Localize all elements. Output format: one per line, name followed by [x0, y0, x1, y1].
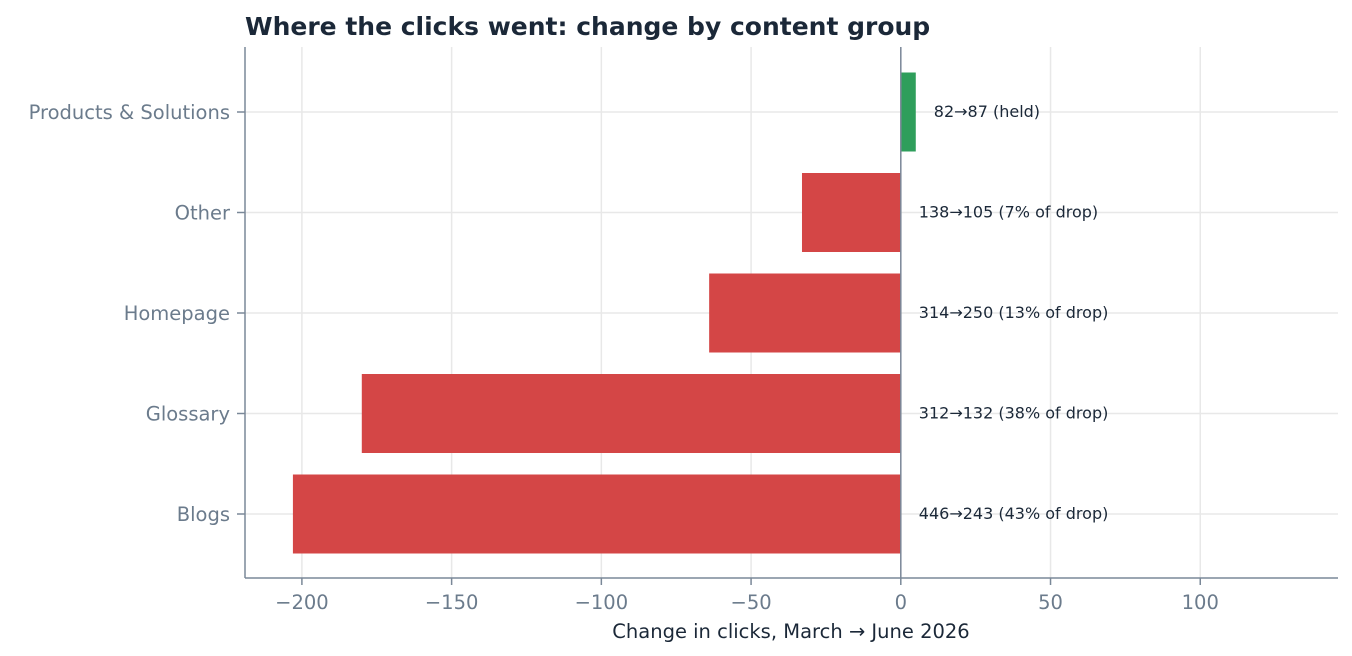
x-tick-label: −150	[425, 591, 479, 614]
bar-annotation: 446→243 (43% of drop)	[919, 504, 1109, 523]
bar	[292, 474, 901, 554]
bar	[709, 273, 901, 353]
labels: −200 −150 −100 −50 0 50 100 Products & Solution…	[29, 101, 1219, 614]
x-tick-label: −200	[275, 591, 329, 614]
bar-annotation: 82→87 (held)	[934, 102, 1040, 121]
bar	[361, 374, 901, 453]
x-tick-label: 50	[1038, 591, 1063, 614]
category-label: Blogs	[177, 503, 230, 526]
bar-annotation: 312→132 (38% of drop)	[919, 404, 1109, 423]
bars	[292, 72, 916, 554]
bar-annotation: 314→250 (13% of drop)	[919, 303, 1109, 322]
chart-title: Where the clicks went: change by content…	[245, 12, 930, 41]
x-tick-label: 100	[1182, 591, 1219, 614]
category-label: Glossary	[146, 403, 230, 426]
x-tick-label: −100	[575, 591, 629, 614]
category-label: Homepage	[124, 302, 230, 325]
bar	[801, 173, 901, 252]
x-tick-label: 0	[895, 591, 907, 614]
category-label: Other	[175, 202, 231, 225]
x-axis-label: Change in clicks, March → June 2026	[612, 620, 969, 643]
bar	[900, 72, 916, 152]
bar-annotation: 138→105 (7% of drop)	[919, 203, 1098, 222]
category-label: Products & Solutions	[29, 101, 230, 124]
axes	[237, 47, 1338, 585]
x-tick-label: −50	[730, 591, 771, 614]
